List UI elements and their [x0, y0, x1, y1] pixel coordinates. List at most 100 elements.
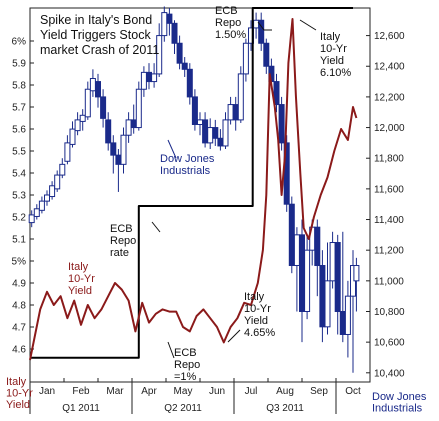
right-tick-label: 12,600	[374, 31, 405, 42]
right-tick-label: 12,000	[374, 123, 405, 134]
annotation-pointer	[167, 341, 175, 359]
annotation-text: Repo	[174, 359, 200, 371]
annotation-text: 6.10%	[320, 67, 351, 79]
annotation-text: 10-Yr	[68, 273, 95, 285]
annotation-text: 1.50%	[215, 29, 246, 41]
candle-body	[89, 78, 96, 92]
right-tick-label: 12,400	[374, 62, 405, 73]
candle-body	[273, 81, 280, 106]
candle-body	[237, 73, 244, 121]
italy-yield-line	[29, 18, 358, 361]
annotation-pointer	[227, 329, 241, 343]
annotation-text: Italy	[68, 261, 89, 273]
candle-body	[110, 142, 117, 156]
candle-body	[166, 13, 173, 24]
right-tick-label: 11,600	[374, 184, 404, 195]
annotation-text: Repo	[215, 17, 241, 29]
annotation-text: ECB	[215, 5, 238, 17]
candle-body	[64, 142, 71, 162]
left-tick-label: 5.2	[12, 213, 26, 224]
annotation-text: Italy	[244, 291, 265, 303]
candle-body	[334, 242, 341, 312]
left-tick-label: 4.6	[12, 345, 26, 356]
candle-body	[105, 119, 112, 144]
candle-body	[207, 127, 214, 144]
annotation-text: Repo	[110, 235, 136, 247]
annotation-text: ECB	[174, 347, 197, 359]
quarter-label: Q1 2011	[62, 403, 100, 414]
candle-body	[130, 119, 137, 129]
left-axis-title: Italy	[6, 376, 27, 388]
annotation-pointer	[167, 139, 177, 159]
annotation-text: Italy	[320, 31, 341, 43]
candle-body	[49, 185, 56, 198]
left-tick-label: 4.8	[12, 301, 26, 312]
right-tick-label: 10,800	[374, 307, 405, 318]
candle-body	[329, 242, 336, 282]
left-tick-label: 6%	[12, 37, 27, 48]
right-tick-label: 11,800	[374, 154, 404, 165]
candle-body	[202, 119, 209, 144]
candle-body	[79, 114, 86, 122]
candle-body	[181, 62, 188, 70]
annotation-text: Yield	[320, 55, 344, 67]
annotation-pointer	[257, 21, 272, 31]
candle-body	[125, 119, 132, 136]
candle-body	[186, 68, 193, 98]
candle-body	[263, 42, 270, 67]
right-axis-title: Industrials	[372, 403, 423, 415]
right-tick-label: 11,200	[374, 246, 404, 257]
right-tick-label: 11,000	[374, 276, 404, 287]
candle-body	[146, 71, 152, 83]
candle-body	[140, 71, 147, 90]
candle-body	[33, 208, 40, 217]
month-label: Mar	[106, 386, 124, 397]
candle-body	[74, 119, 81, 132]
annotation-text: ECB	[110, 223, 133, 235]
candle-body	[212, 127, 219, 139]
annotation-text: Industrials	[160, 165, 211, 177]
candle-body	[59, 163, 66, 176]
candle-body	[288, 203, 295, 267]
candle-body	[151, 73, 158, 83]
candle-body	[258, 19, 265, 44]
candle-body	[135, 88, 142, 129]
month-label: Oct	[345, 386, 361, 397]
right-tick-label: 10,400	[374, 368, 405, 379]
candle-body	[339, 310, 346, 335]
candle-body	[156, 35, 163, 75]
left-tick-label: 5.6	[12, 125, 26, 136]
right-axis-title: Dow Jones	[372, 391, 427, 403]
candle-body	[115, 154, 122, 165]
month-label: Aug	[276, 386, 294, 397]
left-axis-title: 10-Yr	[6, 388, 33, 400]
annotation-pointer	[151, 221, 161, 233]
candle-body	[38, 200, 45, 211]
candle-body	[95, 81, 101, 98]
month-label: Sep	[310, 386, 328, 397]
candle-body	[293, 234, 300, 267]
chart-title-line: Yield Triggers Stock	[40, 28, 151, 42]
plot-frame	[29, 7, 371, 383]
ecb-repo-line	[30, 7, 353, 359]
candle-body	[253, 19, 260, 29]
candle-body	[324, 280, 331, 328]
annotation-text: rate	[110, 247, 129, 259]
right-tick-label: 11,400	[374, 215, 404, 226]
quarter-label: Q2 2011	[164, 403, 202, 414]
candle-body	[176, 42, 183, 64]
left-tick-label: 5.5	[12, 147, 26, 158]
candle-body	[353, 265, 360, 282]
month-label: Apr	[141, 386, 157, 397]
candle-body	[222, 119, 229, 147]
candle-body	[197, 119, 203, 125]
annotation-text: 10-Yr	[320, 43, 347, 55]
annotation-text: 10-Yr	[244, 303, 271, 315]
quarter-label: Q3 2011	[266, 403, 304, 414]
candle-body	[232, 104, 239, 121]
month-label: Feb	[72, 386, 90, 397]
candle-body	[54, 174, 61, 190]
candle-body	[171, 22, 178, 44]
left-tick-label: 5%	[12, 257, 27, 268]
